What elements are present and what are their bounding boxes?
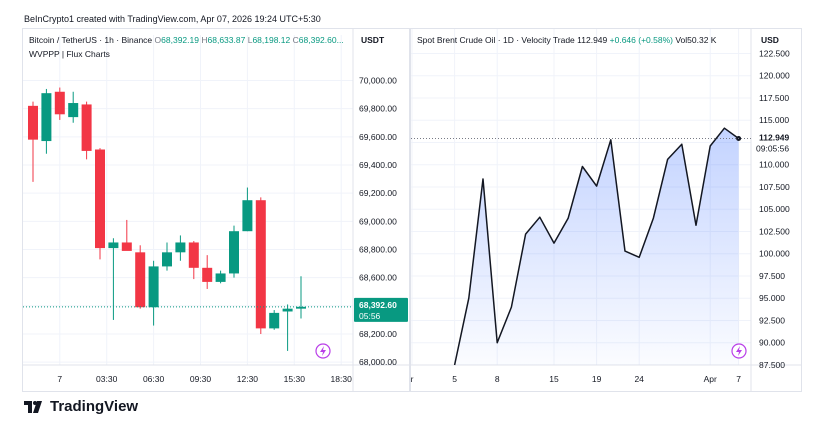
candle-body[interactable] — [41, 93, 52, 142]
x-tick-label: 06:30 — [143, 374, 165, 384]
tradingview-logo-icon — [24, 400, 42, 413]
y-tick-label: 68,600.00 — [359, 273, 397, 283]
price-badge — [354, 297, 408, 322]
x-tick-label: 7 — [736, 374, 741, 384]
x-tick-label: Apr — [704, 374, 717, 384]
lightning-bolt — [320, 346, 326, 356]
x-tick-label: 7 — [57, 374, 62, 384]
brent-change: +0.646 (+0.58%) — [609, 35, 673, 45]
y-tick-label: 120.000 — [759, 71, 790, 81]
price-badge-countdown: 09:05:56 — [756, 143, 789, 153]
y-tick-label: 115.000 — [759, 115, 789, 125]
y-tick-label: 90.000 — [759, 338, 785, 348]
x-tick-label: 24 — [634, 374, 644, 384]
candle-body[interactable] — [282, 308, 293, 312]
close-label: C — [292, 35, 299, 45]
candle-body[interactable] — [296, 306, 306, 309]
tradingview-logo[interactable]: TradingView — [24, 398, 138, 415]
y-tick-label: 102.500 — [759, 226, 790, 236]
btc-candlestick-chart[interactable]: 68,000.0068,200.0068,400.0068,600.0068,8… — [23, 29, 409, 391]
price-badge — [752, 130, 800, 155]
x-tick-label: r — [411, 374, 414, 384]
y-tick-label: 95.000 — [759, 293, 785, 303]
close-value: 68,392.60... — [298, 35, 344, 45]
brent-last-price: 112.949 — [577, 35, 608, 45]
candle-body[interactable] — [135, 252, 146, 308]
x-tick-label: 18:30 — [331, 374, 353, 384]
y-tick-label: 69,200.00 — [359, 188, 397, 198]
y-tick-label: 107.500 — [759, 182, 790, 192]
candle-body[interactable] — [148, 266, 159, 308]
y-tick-label: 117.500 — [759, 93, 789, 103]
chart-credit: BeInCrypto1 created with TradingView.com… — [24, 14, 321, 24]
y-tick-label: 68,000.00 — [359, 357, 397, 367]
y-tick-label: 68,200.00 — [359, 329, 397, 339]
btc-chart-panel[interactable]: Bitcoin / TetherUS · 1h · Binance O68,39… — [22, 28, 410, 392]
brent-chart-panel[interactable]: Spot Brent Crude Oil · 1D · Velocity Tra… — [410, 28, 802, 392]
price-area-fill — [454, 128, 739, 365]
y-tick-label: 122.500 — [759, 48, 790, 58]
candle-body[interactable] — [229, 231, 239, 274]
x-tick-label: 19 — [592, 374, 602, 384]
candle-body[interactable] — [162, 252, 172, 267]
y-tick-label: 92.500 — [759, 315, 785, 325]
y-tick-label: 69,800.00 — [359, 104, 397, 114]
y-tick-label: 100.000 — [759, 249, 790, 259]
x-tick-label: 15:30 — [284, 374, 306, 384]
y-tick-label: 97.500 — [759, 271, 785, 281]
high-value: 68,633.87 — [207, 35, 246, 45]
low-value: 68,198.12 — [252, 35, 291, 45]
x-tick-label: 15 — [549, 374, 559, 384]
high-label: H — [201, 35, 208, 45]
indicator-legend[interactable]: WVPPP | Flux Charts — [29, 49, 110, 59]
candle-body[interactable] — [121, 242, 132, 251]
candle-body[interactable] — [28, 105, 38, 140]
price-line[interactable] — [453, 127, 740, 366]
btc-symbol-title[interactable]: Bitcoin / TetherUS · 1h · Binance — [29, 35, 153, 45]
btc-legend: Bitcoin / TetherUS · 1h · Binance O68,39… — [29, 35, 344, 59]
open-label: O — [154, 35, 162, 45]
y-tick-label: 68,800.00 — [359, 245, 397, 255]
low-label: L — [247, 35, 253, 45]
candle-body[interactable] — [269, 312, 280, 329]
candle-body[interactable] — [188, 242, 199, 268]
y-tick-label: 87.500 — [759, 360, 785, 370]
candle-body[interactable] — [215, 273, 226, 282]
y-tick-label: 110.000 — [759, 160, 789, 170]
candle-body[interactable] — [175, 242, 186, 253]
brent-volume: Vol50.32 K — [675, 35, 717, 45]
candle-body[interactable] — [255, 200, 266, 329]
x-tick-label: 5 — [452, 374, 457, 384]
x-tick-label: 12:30 — [237, 374, 259, 384]
brent-currency-label[interactable]: USD — [761, 35, 779, 45]
brent-symbol-title[interactable]: Spot Brent Crude Oil · 1D · Velocity Tra… — [417, 35, 575, 45]
y-tick-label: 69,000.00 — [359, 216, 397, 226]
price-badge-value: 68,392.60 — [359, 300, 397, 310]
brent-legend: Spot Brent Crude Oil · 1D · Velocity Tra… — [417, 35, 716, 45]
btc-currency-label[interactable]: USDT — [361, 35, 385, 45]
candle-body[interactable] — [108, 242, 119, 249]
tradingview-brand: TradingView — [50, 398, 139, 415]
candle-body[interactable] — [68, 103, 79, 118]
candle-body[interactable] — [95, 149, 105, 249]
price-badge-value: 112.949 — [759, 132, 790, 142]
candle-body[interactable] — [81, 104, 92, 151]
price-badge-countdown: 05:56 — [359, 311, 381, 321]
y-tick-label: 69,600.00 — [359, 132, 397, 142]
x-tick-label: 09:30 — [190, 374, 212, 384]
y-tick-label: 105.000 — [759, 204, 790, 214]
brent-area-chart[interactable]: 87.500 90.000 92.500 95.000 97.500 100.000 102… — [411, 29, 801, 391]
candle-body[interactable] — [242, 200, 253, 232]
lightning-bolt — [736, 346, 742, 356]
candle-body[interactable] — [54, 91, 65, 115]
candle-body[interactable] — [202, 267, 213, 282]
y-tick-label: 70,000.00 — [359, 75, 397, 85]
open-value: 68,392.19 — [161, 35, 199, 45]
x-tick-label: 03:30 — [96, 374, 118, 384]
x-tick-label: 8 — [495, 374, 500, 384]
y-tick-label: 69,400.00 — [359, 160, 397, 170]
